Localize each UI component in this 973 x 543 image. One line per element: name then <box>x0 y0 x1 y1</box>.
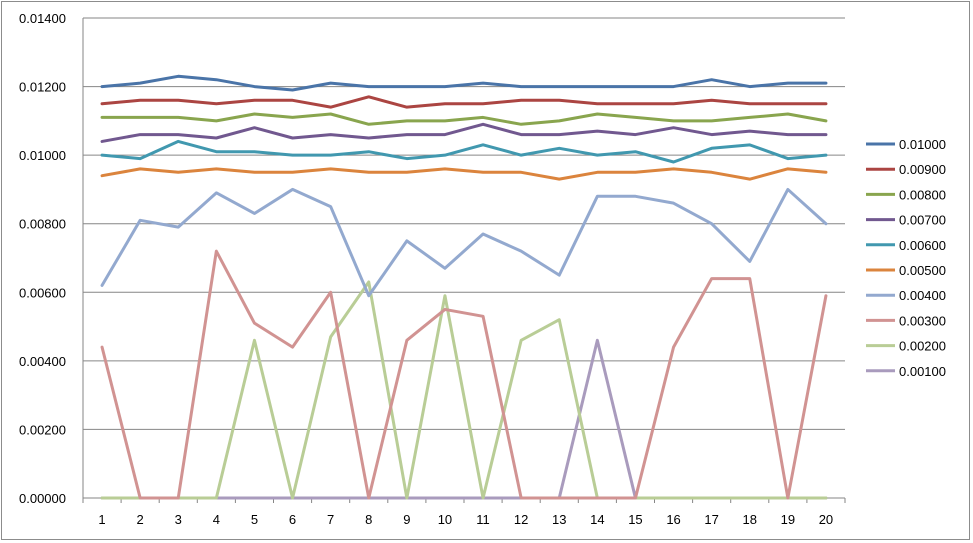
series-line-7 <box>100 187 828 298</box>
y-tick-label: 0.01000 <box>19 148 66 163</box>
gridlines <box>82 17 845 499</box>
x-tick-label: 17 <box>704 512 718 527</box>
x-tick-label: 18 <box>743 512 757 527</box>
x-tick-label: 20 <box>819 512 833 527</box>
series-line-10 <box>100 338 828 500</box>
legend-label: 0.00500 <box>899 263 946 278</box>
y-tick-label: 0.01200 <box>19 80 66 95</box>
y-tick-label: 0.00200 <box>19 422 66 437</box>
x-tick-label: 8 <box>365 512 372 527</box>
y-axis-tick-labels: 0.00000 0.00200 0.00400 0.00600 0.00800 0.010… <box>19 11 66 506</box>
y-tick-label: 0.00600 <box>19 285 66 300</box>
series-line-2 <box>100 95 828 109</box>
legend-label: 0.00100 <box>899 364 946 379</box>
x-tick-label: 15 <box>628 512 642 527</box>
x-tick-label: 12 <box>514 512 528 527</box>
series-lines <box>100 74 828 500</box>
x-tick-label: 10 <box>438 512 452 527</box>
y-tick-label: 0.00800 <box>19 217 66 232</box>
x-tick-label: 9 <box>403 512 410 527</box>
legend-label: 0.00300 <box>899 313 946 328</box>
x-tick-label: 2 <box>137 512 144 527</box>
x-tick-label: 4 <box>213 512 220 527</box>
series-line-1 <box>100 74 828 92</box>
legend-label: 0.00200 <box>899 339 946 354</box>
series-line-8 <box>100 249 828 500</box>
x-tick-label: 1 <box>98 512 105 527</box>
y-tick-label: 0.00400 <box>19 354 66 369</box>
series-line-4 <box>100 122 828 143</box>
x-tick-label: 7 <box>327 512 334 527</box>
x-tick-label: 11 <box>476 512 490 527</box>
y-tick-label: 0.00000 <box>19 491 66 506</box>
x-tick-label: 14 <box>590 512 604 527</box>
legend-label: 0.00900 <box>899 162 946 177</box>
x-axis-tick-labels: 1 2 3 4 5 6 7 8 9 10 11 12 13 14 15 16 17 18 19 20 <box>82 498 846 527</box>
y-tick-label: 0.01400 <box>19 11 66 26</box>
x-tick-label: 3 <box>175 512 182 527</box>
legend-label: 0.01000 <box>899 137 946 152</box>
x-tick-label: 5 <box>251 512 258 527</box>
x-tick-label: 13 <box>552 512 566 527</box>
series-line-5 <box>100 139 828 164</box>
series-line-6 <box>100 167 828 181</box>
x-tick-label: 16 <box>666 512 680 527</box>
legend-label: 0.00800 <box>899 187 946 202</box>
x-tick-label: 6 <box>289 512 296 527</box>
legend-label: 0.00600 <box>899 238 946 253</box>
legend-label: 0.00700 <box>899 213 946 228</box>
x-tick-label: 19 <box>781 512 795 527</box>
legend: 0.01000 0.00900 0.00800 0.00700 0.00600 0.005… <box>866 137 946 379</box>
legend-label: 0.00400 <box>899 288 946 303</box>
series-line-9 <box>100 280 828 500</box>
series-line-3 <box>100 112 828 126</box>
